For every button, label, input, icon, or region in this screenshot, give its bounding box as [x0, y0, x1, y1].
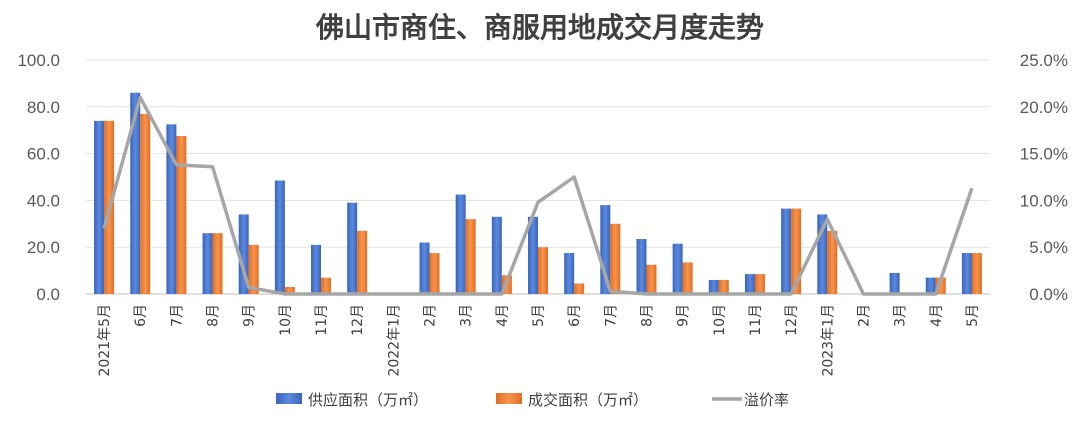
deal-bar	[610, 223, 621, 294]
x-tick-label: 4月	[495, 304, 511, 327]
y-left-tick-label: 40.0	[27, 191, 60, 210]
x-tick-label: 3月	[459, 304, 475, 327]
x-tick-label: 9月	[676, 304, 692, 327]
supply-bar	[274, 180, 285, 294]
x-tick-label: 8月	[639, 304, 655, 327]
supply-bar	[636, 239, 647, 294]
y-right-tick-label: 20.0%	[1020, 98, 1068, 117]
supply-bar	[925, 277, 936, 294]
y-right-tick-label: 25.0%	[1020, 51, 1068, 70]
deal-bar	[718, 279, 729, 294]
supply-bar	[528, 216, 538, 294]
x-tick-label: 6月	[133, 304, 149, 327]
x-tick-label: 8月	[206, 304, 222, 327]
legend: 供应面积（万㎡） 成交面积（万㎡） 溢价率	[276, 391, 789, 409]
x-tick-label: 11月	[748, 304, 764, 336]
x-tick-label: 9月	[242, 304, 258, 327]
axis-ticks: 0.0 20.0 40.0 60.0 80.0 100.0 0.0% 5.0% 10.0% 15.…	[17, 51, 1068, 377]
y-left-tick-label: 100.0	[17, 51, 60, 70]
supply-bar	[130, 92, 141, 294]
legend-label: 溢价率	[744, 391, 789, 409]
x-tick-label: 2月	[856, 304, 872, 327]
y-right-tick-label: 10.0%	[1020, 191, 1068, 210]
supply-bar	[708, 279, 719, 294]
deal-bar	[574, 283, 585, 294]
supply-bar	[94, 120, 105, 294]
deal-bar	[682, 262, 693, 294]
chart-title: 佛山市商住、商服用地成交月度走势	[315, 11, 764, 44]
supply-bar	[564, 253, 575, 294]
rate-line	[102, 95, 974, 296]
x-tick-label: 2023年1月	[820, 304, 836, 377]
deal-bar	[140, 113, 151, 294]
legend-swatch	[276, 393, 302, 404]
supply-bar	[961, 253, 972, 294]
supply-bar	[491, 216, 502, 294]
x-tick-label: 3月	[893, 304, 909, 327]
supply-bar	[744, 274, 755, 294]
y-left-tick-label: 60.0	[27, 145, 60, 164]
deal-bar	[429, 253, 440, 294]
x-tick-label: 6月	[567, 304, 583, 327]
deal-bar	[754, 274, 765, 294]
supply-bar	[455, 194, 466, 294]
x-tick-label: 10月	[278, 304, 294, 336]
deal-bar	[827, 230, 838, 294]
deal-bar	[935, 277, 946, 294]
supply-bar	[672, 243, 683, 294]
deal-bar	[284, 286, 295, 294]
deal-bar	[971, 253, 982, 294]
premium-rate-line	[102, 95, 974, 296]
y-right-tick-label: 15.0%	[1020, 145, 1068, 164]
deal-bar	[357, 230, 368, 294]
deal-bar	[212, 233, 223, 294]
supply-bar	[889, 272, 900, 294]
legend-swatch	[496, 393, 522, 404]
deal-bar	[791, 208, 802, 294]
legend-label: 供应面积（万㎡）	[308, 391, 428, 409]
supply-bar	[238, 214, 249, 294]
supply-bar	[166, 124, 177, 294]
x-tick-label: 2021年5月	[97, 304, 113, 377]
x-tick-label: 12月	[350, 304, 366, 336]
x-tick-label: 5月	[965, 304, 981, 327]
supply-bar	[600, 205, 611, 294]
x-tick-label: 2022年1月	[386, 304, 402, 377]
y-right-tick-label: 0.0%	[1029, 285, 1068, 304]
x-tick-label: 10月	[712, 304, 728, 336]
supply-bar	[419, 242, 430, 294]
x-tick-label: 5月	[531, 304, 547, 327]
legend-label: 成交面积（万㎡）	[528, 391, 648, 409]
deal-bar	[646, 264, 657, 294]
y-left-tick-label: 0.0	[36, 285, 60, 304]
deal-bar	[248, 244, 259, 294]
x-tick-label: 11月	[314, 304, 330, 336]
x-tick-label: 7月	[603, 304, 619, 327]
x-tick-label: 4月	[929, 304, 945, 327]
bars	[94, 92, 982, 294]
deal-bar	[176, 136, 187, 294]
y-right-tick-label: 5.0%	[1029, 238, 1068, 257]
supply-bar	[202, 233, 213, 294]
supply-bar	[817, 214, 828, 294]
supply-bar	[781, 208, 792, 294]
supply-bar	[347, 202, 358, 294]
deal-bar	[465, 219, 476, 294]
deal-bar	[538, 247, 548, 294]
x-tick-label: 7月	[169, 304, 185, 327]
y-left-tick-label: 20.0	[27, 238, 60, 257]
deal-bar	[321, 277, 332, 294]
x-tick-label: 2月	[423, 304, 439, 327]
y-left-tick-label: 80.0	[27, 98, 60, 117]
x-tick-label: 12月	[784, 304, 800, 336]
supply-bar	[311, 244, 322, 294]
